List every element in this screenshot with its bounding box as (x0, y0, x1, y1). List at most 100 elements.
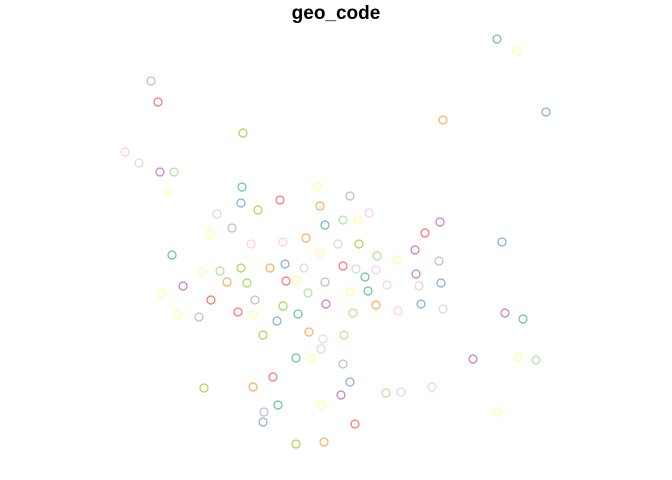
data-point-94 (345, 377, 355, 387)
data-point-68 (321, 299, 331, 309)
data-point-38 (410, 245, 420, 255)
data-point-55 (320, 277, 330, 287)
data-point-42 (338, 261, 348, 271)
data-point-13 (237, 182, 247, 192)
data-point-102 (316, 400, 326, 410)
data-point-61 (156, 289, 166, 299)
data-point-39 (392, 255, 402, 265)
data-point-17 (275, 195, 285, 205)
data-point-47 (299, 263, 309, 273)
data-point-40 (434, 256, 444, 266)
data-point-86 (316, 344, 326, 354)
data-point-3 (146, 76, 156, 86)
data-point-75 (233, 307, 243, 317)
data-point-22 (338, 215, 348, 225)
data-point-73 (172, 309, 182, 319)
data-point-80 (500, 308, 510, 318)
data-point-20 (212, 209, 222, 219)
data-point-10 (155, 167, 165, 177)
data-point-56 (360, 272, 370, 282)
data-point-25 (435, 217, 445, 227)
data-point-99 (396, 387, 406, 397)
data-point-2 (512, 46, 522, 56)
data-point-26 (227, 223, 237, 233)
data-point-9 (134, 158, 144, 168)
data-point-35 (167, 250, 177, 260)
data-point-33 (354, 239, 364, 249)
data-point-74 (194, 312, 204, 322)
data-point-8 (120, 147, 130, 157)
data-point-106 (350, 419, 360, 429)
data-point-91 (513, 352, 523, 362)
data-point-82 (258, 330, 268, 340)
data-point-51 (222, 277, 232, 287)
data-point-87 (291, 353, 301, 363)
data-point-103 (259, 407, 269, 417)
data-point-72 (393, 306, 403, 316)
data-point-76 (248, 310, 258, 320)
data-point-30 (246, 239, 256, 249)
data-point-108 (319, 437, 329, 447)
data-point-71 (438, 304, 448, 314)
data-point-67 (278, 301, 288, 311)
data-point-23 (353, 215, 363, 225)
data-point-21 (364, 208, 374, 218)
data-point-84 (318, 334, 328, 344)
data-point-27 (205, 229, 215, 239)
data-point-57 (382, 280, 392, 290)
data-point-81 (518, 314, 528, 324)
data-point-7 (238, 128, 248, 138)
data-point-63 (345, 287, 355, 297)
data-point-105 (258, 417, 268, 427)
data-point-37 (372, 251, 382, 261)
data-point-18 (315, 201, 325, 211)
data-point-6 (438, 115, 448, 125)
data-point-49 (371, 265, 381, 275)
data-point-88 (306, 354, 316, 364)
data-point-79 (348, 308, 358, 318)
data-point-92 (531, 355, 541, 365)
data-point-14 (312, 182, 322, 192)
data-point-54 (291, 275, 301, 285)
data-point-50 (411, 269, 421, 279)
data-point-90 (468, 354, 478, 364)
data-point-24 (320, 220, 330, 230)
data-point-89 (338, 359, 348, 369)
data-point-29 (301, 233, 311, 243)
chart-title: geo_code (292, 3, 381, 24)
data-point-5 (541, 107, 551, 117)
data-point-34 (497, 237, 507, 247)
data-point-4 (153, 97, 163, 107)
data-point-15 (345, 191, 355, 201)
data-point-93 (268, 372, 278, 382)
data-point-16 (236, 198, 246, 208)
data-point-97 (336, 390, 346, 400)
data-point-36 (315, 248, 325, 258)
data-point-28 (420, 228, 430, 238)
data-point-46 (265, 263, 275, 273)
data-point-104 (492, 407, 502, 417)
data-point-58 (414, 281, 424, 291)
data-point-95 (199, 383, 209, 393)
data-point-44 (215, 266, 225, 276)
data-point-78 (293, 309, 303, 319)
data-point-66 (250, 295, 260, 305)
data-point-77 (272, 316, 282, 326)
data-point-53 (281, 276, 291, 286)
data-point-62 (303, 288, 313, 298)
data-point-83 (304, 327, 314, 337)
data-point-11 (169, 167, 179, 177)
data-point-41 (280, 259, 290, 269)
data-point-70 (416, 299, 426, 309)
data-point-12 (163, 187, 173, 197)
data-point-69 (371, 300, 381, 310)
data-point-60 (178, 281, 188, 291)
data-point-101 (273, 400, 283, 410)
data-point-64 (363, 286, 373, 296)
data-point-45 (236, 263, 246, 273)
data-point-96 (248, 382, 258, 392)
data-point-85 (339, 330, 349, 340)
data-point-43 (197, 267, 207, 277)
data-point-59 (436, 278, 446, 288)
